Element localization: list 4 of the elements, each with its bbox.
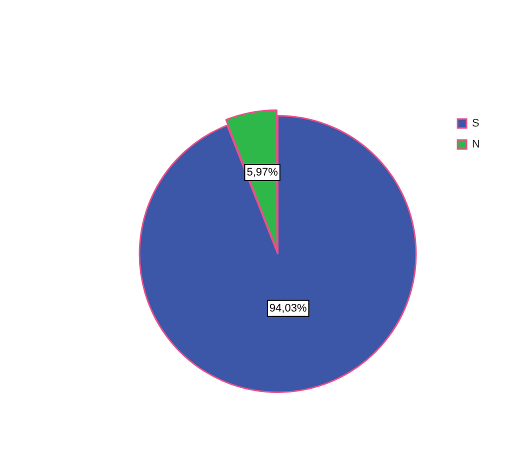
data-label: 5,97% — [246, 166, 278, 179]
legend-label: N — [472, 138, 480, 151]
legend-label: S — [472, 118, 480, 130]
data-label: 94,03% — [269, 302, 307, 314]
